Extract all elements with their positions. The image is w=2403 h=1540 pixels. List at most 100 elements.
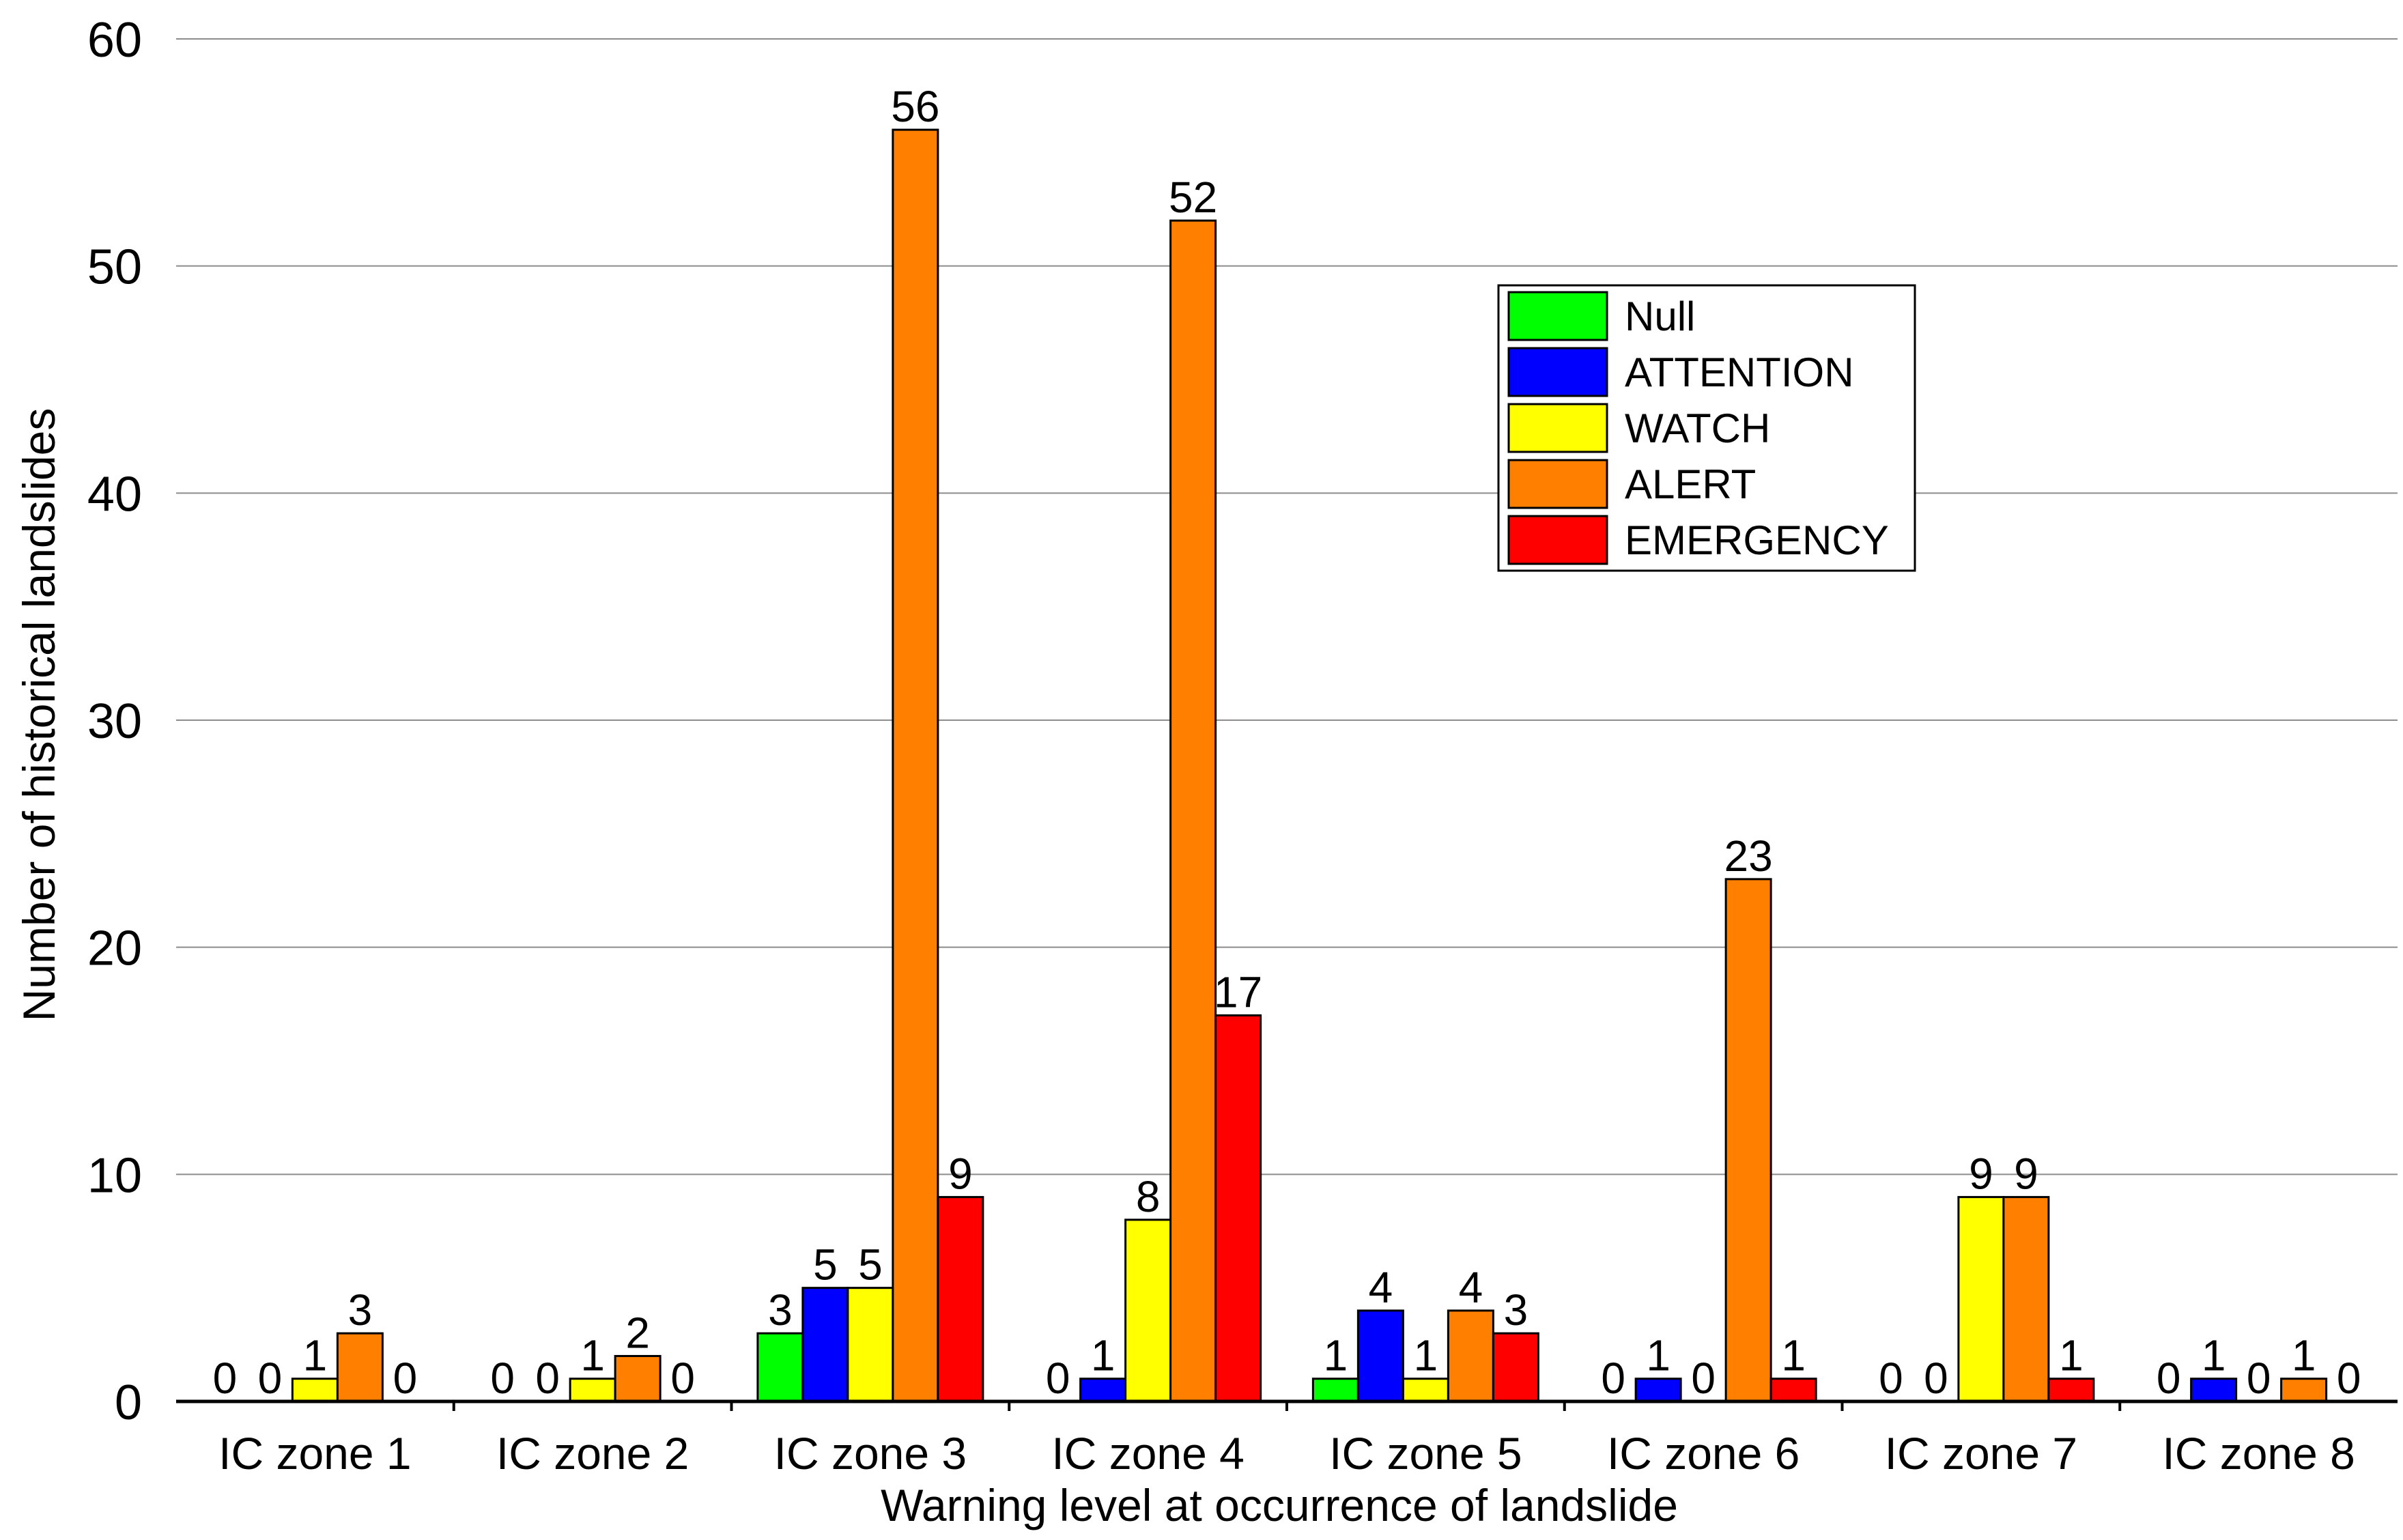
bar-7-alert xyxy=(2002,1196,2050,1403)
data-label-1-attention: 0 xyxy=(258,1354,283,1403)
data-label-7-null: 0 xyxy=(1879,1354,1903,1403)
legend-swatch-alert xyxy=(1507,459,1608,509)
bar-3-alert xyxy=(892,128,939,1403)
data-label-5-alert: 4 xyxy=(1459,1263,1483,1312)
data-label-7-attention: 0 xyxy=(1924,1354,1948,1403)
data-label-4-null: 0 xyxy=(1046,1354,1070,1403)
bar-8-alert xyxy=(2280,1378,2328,1403)
bar-6-alert xyxy=(1724,878,1772,1403)
data-label-1-watch: 1 xyxy=(303,1331,328,1380)
data-label-8-null: 0 xyxy=(2157,1354,2181,1403)
bar-7-emergency xyxy=(2047,1378,2095,1403)
bars xyxy=(291,128,2328,1403)
x-axis-title: Warning level at occurrence of landslide xyxy=(881,1480,1678,1530)
data-label-5-null: 1 xyxy=(1324,1331,1348,1380)
data-label-1-null: 0 xyxy=(213,1354,238,1403)
legend-label-null: Null xyxy=(1625,294,1695,339)
legend-label-attention: ATTENTION xyxy=(1625,350,1854,395)
data-label-1-alert: 3 xyxy=(348,1285,373,1335)
data-label-4-alert: 52 xyxy=(1169,173,1217,222)
legend-label-alert: ALERT xyxy=(1625,461,1756,507)
y-tick-label-50: 50 xyxy=(87,240,142,295)
x-tick-label-3: IC zone 3 xyxy=(774,1428,967,1479)
bar-5-null xyxy=(1311,1378,1359,1403)
bar-2-watch xyxy=(569,1378,616,1403)
legend-swatch-watch xyxy=(1507,403,1608,453)
data-label-3-null: 3 xyxy=(768,1285,793,1335)
data-label-2-watch: 1 xyxy=(580,1331,605,1380)
data-label-8-emergency: 0 xyxy=(2337,1354,2361,1403)
bar-4-emergency xyxy=(1214,1014,1262,1403)
data-label-5-emergency: 3 xyxy=(1504,1285,1528,1335)
axes xyxy=(176,1399,2398,1411)
bar-4-alert xyxy=(1169,219,1217,1403)
data-label-6-null: 0 xyxy=(1601,1354,1625,1403)
bar-2-alert xyxy=(614,1354,662,1403)
x-tick-label-6: IC zone 6 xyxy=(1607,1428,1800,1479)
bar-5-watch xyxy=(1402,1378,1449,1403)
bar-6-emergency xyxy=(1769,1378,1817,1403)
data-label-3-emergency: 9 xyxy=(948,1150,973,1199)
data-label-6-attention: 1 xyxy=(1646,1331,1670,1380)
data-label-3-attention: 5 xyxy=(813,1240,838,1289)
bar-8-attention xyxy=(2190,1378,2238,1403)
bar-4-watch xyxy=(1124,1218,1172,1403)
bar-1-alert xyxy=(336,1332,384,1403)
y-tick-label-10: 10 xyxy=(87,1148,142,1203)
x-tick-label-4: IC zone 4 xyxy=(1051,1428,1245,1479)
y-axis-title: Number of historical landslides xyxy=(14,408,64,1022)
data-label-5-attention: 4 xyxy=(1369,1263,1393,1312)
legend-swatch-null xyxy=(1507,291,1608,341)
y-tick-label-30: 30 xyxy=(87,694,142,749)
legend-swatch-attention xyxy=(1507,347,1608,397)
data-label-2-attention: 0 xyxy=(535,1354,560,1403)
data-label-7-alert: 9 xyxy=(2014,1150,2038,1199)
bar-3-watch xyxy=(847,1287,894,1403)
y-tick-label-40: 40 xyxy=(87,467,142,522)
x-tick-label-2: IC zone 2 xyxy=(496,1428,689,1479)
grid-lines xyxy=(176,38,2398,1175)
bar-1-watch xyxy=(291,1378,339,1403)
x-tick-label-1: IC zone 1 xyxy=(218,1428,412,1479)
bar-6-attention xyxy=(1634,1378,1682,1403)
data-label-3-watch: 5 xyxy=(858,1240,883,1289)
data-label-4-watch: 8 xyxy=(1136,1172,1161,1221)
bar-5-emergency xyxy=(1492,1332,1539,1403)
data-label-8-watch: 0 xyxy=(2247,1354,2271,1403)
data-label-8-attention: 1 xyxy=(2202,1331,2226,1380)
y-tick-label-20: 20 xyxy=(87,922,142,976)
bar-5-alert xyxy=(1447,1309,1494,1403)
data-label-6-alert: 23 xyxy=(1724,831,1773,881)
data-label-4-attention: 1 xyxy=(1091,1331,1115,1380)
bar-3-attention xyxy=(801,1287,849,1403)
x-tick-label-8: IC zone 8 xyxy=(2162,1428,2355,1479)
data-label-8-alert: 1 xyxy=(2292,1331,2316,1380)
legend-label-emergency: EMERGENCY xyxy=(1625,517,1889,563)
data-label-6-emergency: 1 xyxy=(1781,1331,1806,1380)
data-label-2-emergency: 0 xyxy=(670,1354,695,1403)
bar-7-watch xyxy=(1957,1196,2005,1403)
data-label-6-watch: 0 xyxy=(1691,1354,1716,1403)
data-label-4-emergency: 17 xyxy=(1214,967,1262,1016)
y-tick-label-60: 60 xyxy=(87,13,142,68)
data-label-1-emergency: 0 xyxy=(393,1354,418,1403)
legend-swatch-emergency xyxy=(1507,515,1608,565)
data-label-3-alert: 56 xyxy=(891,82,939,131)
data-label-2-alert: 2 xyxy=(625,1308,650,1357)
legend: Null ATTENTION WATCH ALERT EMERGENCY xyxy=(1497,284,1916,572)
y-tick-label-0: 0 xyxy=(115,1375,142,1430)
data-label-2-null: 0 xyxy=(490,1354,515,1403)
legend-label-watch: WATCH xyxy=(1625,405,1770,451)
data-label-7-watch: 9 xyxy=(1969,1150,1993,1199)
data-label-5-watch: 1 xyxy=(1414,1331,1438,1380)
bar-5-attention xyxy=(1356,1309,1404,1403)
data-label-7-emergency: 1 xyxy=(2059,1331,2084,1380)
x-tick-label-5: IC zone 5 xyxy=(1329,1428,1522,1479)
bar-4-attention xyxy=(1079,1378,1127,1403)
bar-3-emergency xyxy=(937,1196,984,1403)
bar-3-null xyxy=(756,1332,804,1403)
x-tick-label-7: IC zone 7 xyxy=(1885,1428,2078,1479)
